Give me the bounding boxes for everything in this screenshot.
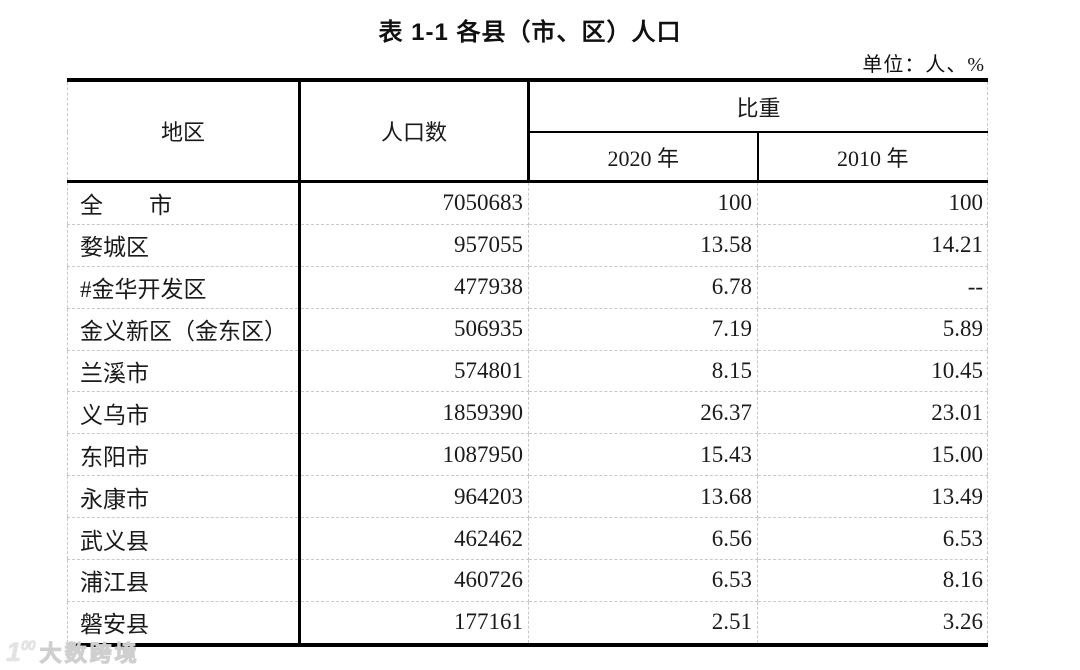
population-cell: 462462 bbox=[299, 517, 529, 561]
table-body: 全 市 7050683 100 100 婺城区 957055 13.58 14.… bbox=[67, 181, 988, 645]
region-cell: 金义新区（金东区） bbox=[67, 308, 301, 351]
table-row: 武义县 462462 6.56 6.53 bbox=[67, 517, 988, 561]
share-2010-cell: 100 bbox=[757, 181, 988, 225]
share-2020-cell: 2.51 bbox=[528, 601, 758, 645]
share-2010-cell: 13.49 bbox=[757, 475, 988, 519]
table-row: 全 市 7050683 100 100 bbox=[67, 181, 988, 225]
region-cell: 婺城区 bbox=[67, 224, 301, 267]
region-cell: 磐安县 bbox=[67, 601, 301, 645]
table-row: 义乌市 1859390 26.37 23.01 bbox=[67, 391, 988, 435]
share-2010-cell: 14.21 bbox=[757, 224, 988, 267]
share-2020-cell: 13.68 bbox=[528, 475, 758, 519]
header-row-2: 2020 年 2010 年 bbox=[68, 132, 988, 183]
population-cell: 177161 bbox=[299, 601, 529, 645]
population-cell: 964203 bbox=[299, 475, 529, 519]
region-cell: 全 市 bbox=[67, 181, 301, 225]
watermark: 100 大数跨境 bbox=[6, 636, 140, 668]
population-cell: 7050683 bbox=[299, 181, 529, 225]
region-cell: 武义县 bbox=[67, 517, 301, 561]
region-cell: 浦江县 bbox=[67, 559, 301, 602]
table-row: 浦江县 460726 6.53 8.16 bbox=[67, 559, 988, 602]
table-row: #金华开发区 477938 6.78 -- bbox=[67, 266, 988, 309]
population-table: 地区 人口数 比重 2020 年 2010 年 全 市 7050683 100 … bbox=[67, 78, 989, 647]
share-2020-cell: 26.37 bbox=[528, 391, 758, 435]
header-population: 人口数 bbox=[299, 80, 530, 183]
share-2020-cell: 6.56 bbox=[528, 517, 758, 561]
share-2010-cell: 5.89 bbox=[757, 308, 988, 351]
header-year-2010: 2010 年 bbox=[757, 132, 988, 183]
share-2010-cell: 8.16 bbox=[757, 559, 988, 602]
population-cell: 506935 bbox=[299, 308, 529, 351]
share-2010-cell: 10.45 bbox=[757, 350, 988, 393]
share-2010-cell: -- bbox=[757, 266, 988, 309]
table-row: 金义新区（金东区） 506935 7.19 5.89 bbox=[67, 308, 988, 351]
population-cell: 957055 bbox=[299, 224, 529, 267]
share-2020-cell: 8.15 bbox=[528, 350, 758, 393]
header-row-1: 地区 人口数 比重 bbox=[67, 80, 988, 183]
table-header: 地区 人口数 比重 2020 年 2010 年 bbox=[67, 80, 988, 183]
header-region: 地区 bbox=[67, 80, 301, 183]
region-cell: 兰溪市 bbox=[67, 350, 301, 393]
table-row: 磐安县 177161 2.51 3.26 bbox=[67, 601, 988, 645]
population-cell: 574801 bbox=[299, 350, 529, 393]
population-cell: 1087950 bbox=[299, 433, 529, 477]
header-proportion: 比重 bbox=[528, 80, 988, 133]
population-cell: 1859390 bbox=[299, 391, 529, 435]
share-2010-cell: 3.26 bbox=[942, 609, 984, 635]
region-cell: 义乌市 bbox=[67, 391, 301, 435]
population-cell: 460726 bbox=[299, 559, 529, 602]
share-2010-cell: 6.53 bbox=[757, 517, 988, 561]
table-row: 永康市 964203 13.68 13.49 bbox=[67, 475, 988, 519]
region-cell: 永康市 bbox=[67, 475, 301, 519]
share-2020-cell: 6.78 bbox=[528, 266, 758, 309]
share-2010-cell: 15.00 bbox=[757, 433, 988, 477]
population-cell: 477938 bbox=[299, 266, 529, 309]
watermark-logo-icon: 100 bbox=[6, 637, 36, 667]
page-title: 表 1-1 各县（市、区）人口 bbox=[378, 19, 682, 46]
share-2020-cell: 13.58 bbox=[528, 224, 758, 267]
region-cell: #金华开发区 bbox=[67, 266, 301, 309]
share-2020-cell: 6.53 bbox=[528, 559, 758, 602]
table-row: 兰溪市 574801 8.15 10.45 bbox=[67, 350, 988, 393]
unit-note: 单位：人、% bbox=[862, 54, 985, 76]
share-2020-cell: 15.43 bbox=[528, 433, 758, 477]
share-2010-cell: 23.01 bbox=[757, 391, 988, 435]
region-cell: 东阳市 bbox=[67, 433, 301, 477]
share-2020-cell: 100 bbox=[528, 181, 758, 225]
watermark-text: 大数跨境 bbox=[39, 641, 140, 667]
share-2020-cell: 7.19 bbox=[528, 308, 758, 351]
table-row: 东阳市 1087950 15.43 15.00 bbox=[67, 433, 988, 477]
header-year-2020: 2020 年 bbox=[528, 132, 759, 183]
table-row: 婺城区 957055 13.58 14.21 bbox=[67, 224, 988, 267]
